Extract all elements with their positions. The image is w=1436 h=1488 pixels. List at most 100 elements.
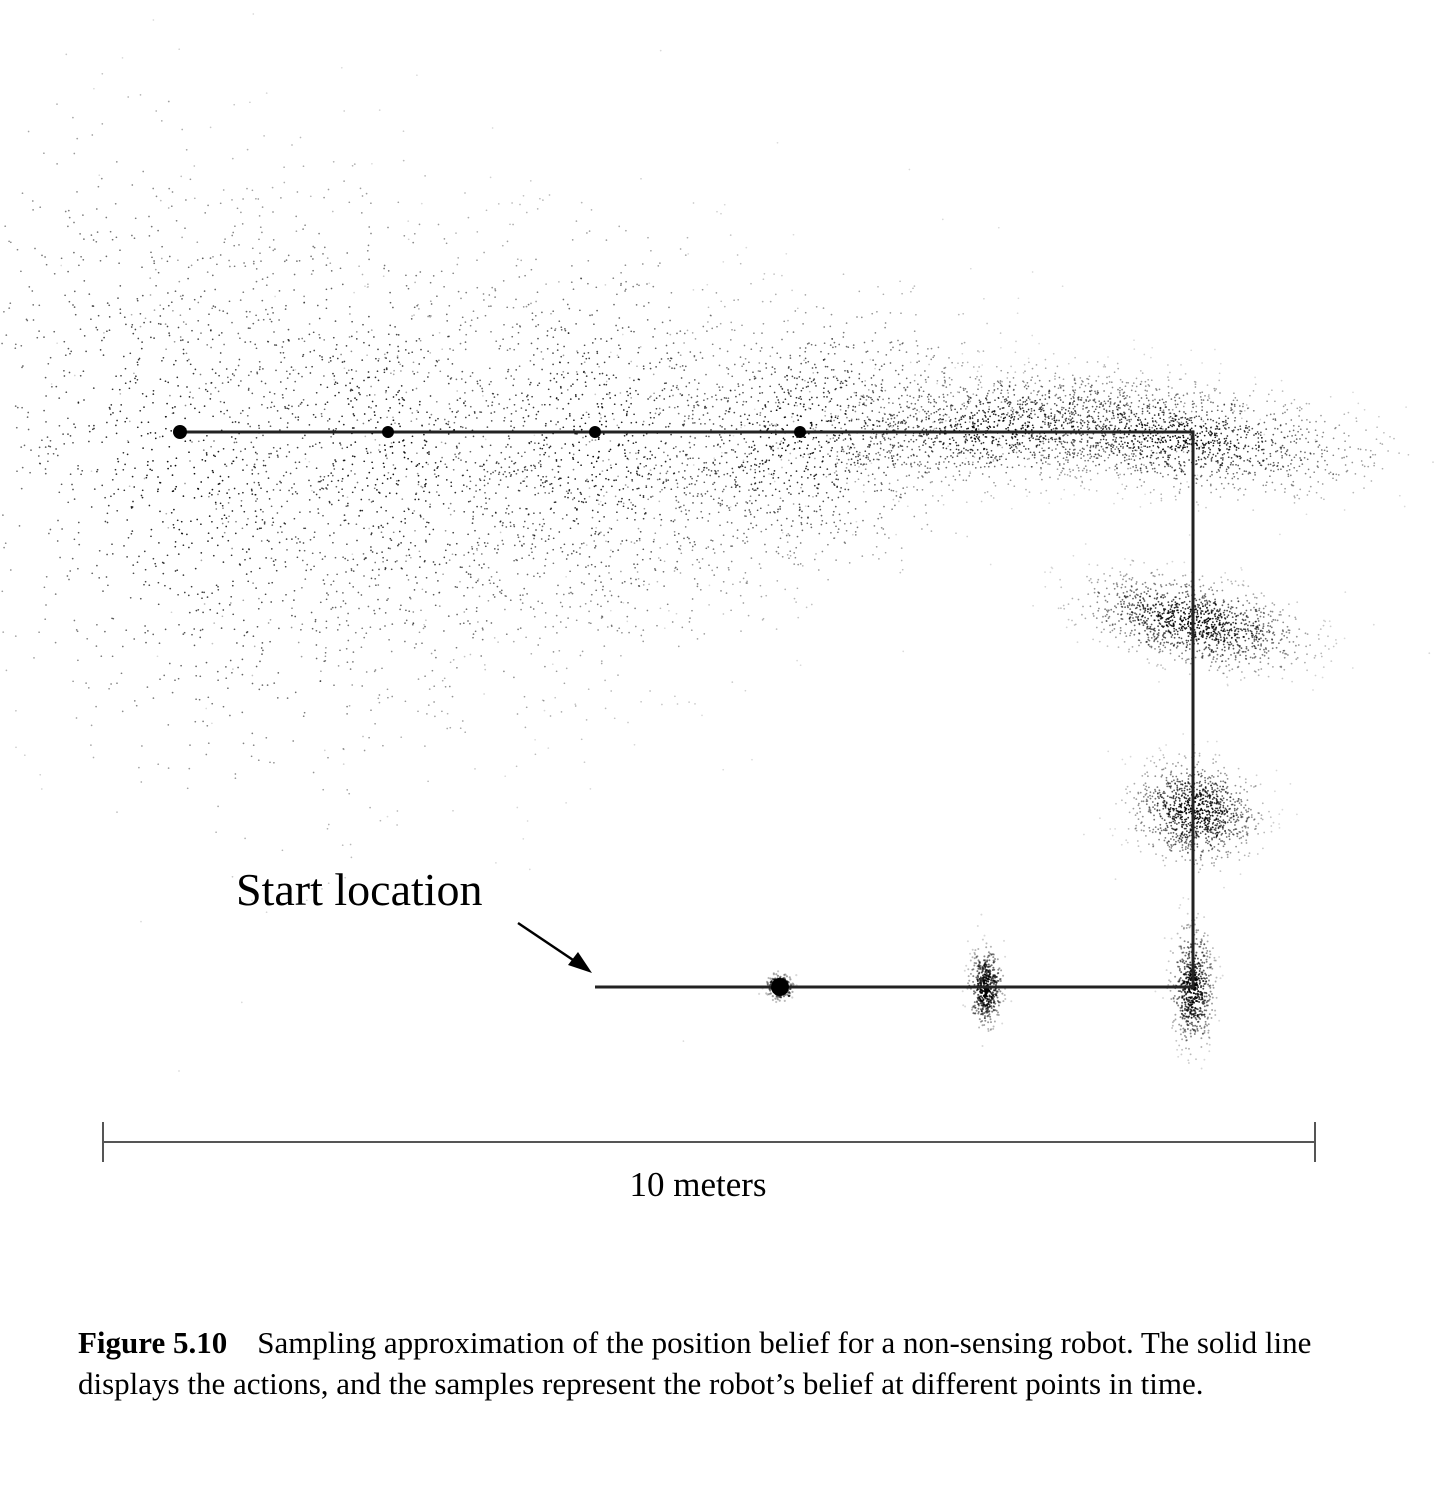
sample-particle [768,988,771,991]
sample-particle [983,1024,986,1026]
sample-particle [1112,582,1115,585]
sample-particle [1149,794,1151,797]
sample-particle [1203,977,1205,980]
sample-particle [1018,414,1020,417]
sample-particle [1260,644,1262,647]
sample-particle [1202,449,1205,452]
sample-particle [1279,650,1282,653]
sample-particle [1313,452,1315,455]
sample-particle [1189,643,1191,646]
sample-particle [1142,598,1145,601]
sample-particle [1357,448,1360,450]
sample-particle [1234,630,1236,632]
sample-particle [1145,785,1148,788]
sample-particle [774,997,777,1000]
sample-particle [1187,1020,1189,1023]
sample-particle [1173,1019,1175,1022]
sample-particle [1170,838,1172,840]
sample-particle [1288,641,1291,643]
sample-particle [1190,349,1193,352]
sample-particle [1149,491,1152,494]
sample-particle [1224,829,1226,832]
sample-particle [1256,614,1259,616]
sample-particle [1258,624,1261,626]
sample-particle [1146,470,1149,473]
sample-particle [1151,438,1154,440]
sample-particle [1228,646,1230,649]
sample-particle [1174,495,1177,498]
sample-particle [1196,1014,1199,1017]
sample-particle [1174,457,1177,460]
sample-particle [1187,823,1190,825]
sample-particle [1180,787,1183,790]
sample-particle [1234,824,1236,826]
sample-particle [1214,389,1216,392]
sample-particle [1184,757,1187,759]
sample-particle [1343,509,1346,511]
sample-particle [1332,645,1335,648]
sample-particle [1167,612,1170,615]
sample-particle [1213,862,1215,864]
sample-particle [1237,477,1239,480]
sample-particle [1145,803,1148,806]
sample-particle [1210,650,1213,652]
sample-particle [1180,772,1183,775]
sample-particle [1201,802,1204,805]
sample-particle [1153,635,1156,638]
sample-particle [1183,841,1186,844]
sample-particle [1186,963,1189,966]
sample-particle [1125,635,1128,637]
sample-particle [1181,846,1184,849]
sample-particle [1095,626,1098,629]
sample-particle [1167,832,1170,835]
sample-particle [1222,826,1224,829]
sample-particle [1223,628,1226,630]
sample-particle [1125,425,1127,428]
sample-particle [1232,815,1235,818]
sample-particle [1213,630,1216,632]
sample-particle [1119,629,1122,632]
sample-particle [1180,423,1183,426]
sample-particle [1123,641,1126,643]
sample-particle [1261,818,1264,821]
sample-particle [1288,629,1291,632]
sample-particle [1145,835,1147,837]
sample-particle [1265,457,1268,460]
sample-particle [1196,650,1199,653]
sample-particle [1260,817,1263,820]
sample-particle [1134,438,1136,440]
sample-particle [1218,807,1221,809]
sample-particle [1338,424,1341,427]
sample-particle [1215,637,1217,640]
sample-particle [1248,852,1251,855]
sample-particle [1231,429,1234,432]
sample-particle [1154,831,1157,833]
sample-particle [1208,813,1210,815]
sample-particle [1189,773,1191,776]
sample-particle [1254,620,1257,623]
sample-particle [787,994,790,997]
sample-particle [1177,441,1180,444]
sample-particle [1145,640,1148,643]
sample-particle [1208,820,1211,823]
sample-particle [1197,624,1199,626]
sample-particle [1218,956,1221,958]
sample-particle [1194,811,1196,814]
sample-particle [1086,406,1088,409]
sample-particle [1202,935,1205,937]
sample-particle [1158,809,1161,812]
sample-particle [965,964,968,967]
sample-particle [1123,433,1126,436]
sample-particle [1232,818,1235,821]
sample-particle [1235,454,1238,457]
sample-particle [1186,772,1188,775]
sample-particle [1238,776,1241,778]
sample-particle [1199,1007,1202,1010]
sample-particle [1139,383,1142,386]
sample-particle [1051,449,1054,452]
sample-particle [1140,822,1142,825]
sample-particle [1208,618,1211,621]
sample-particle [1187,775,1190,777]
sample-particle [1160,450,1162,453]
sample-particle [1156,596,1159,599]
